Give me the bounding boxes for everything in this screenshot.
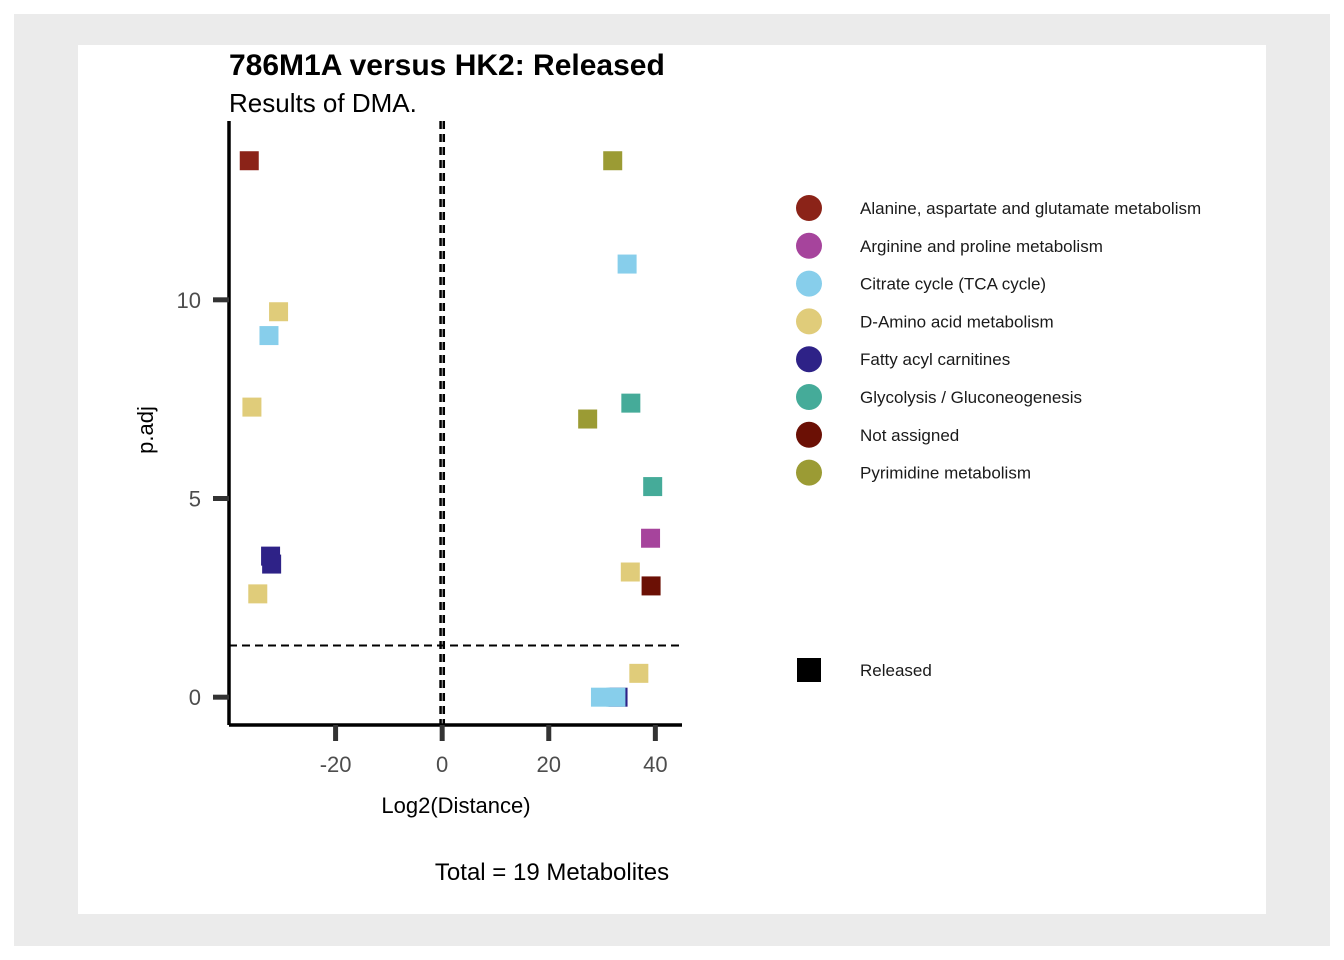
legend-color-key <box>796 346 822 373</box>
legend-label: Fatty acyl carnitines <box>860 350 1010 369</box>
data-point <box>629 663 649 683</box>
threshold-lines <box>229 121 682 725</box>
legend-label: Not assigned <box>860 426 959 445</box>
data-point <box>262 554 282 574</box>
scatter-chart: 786M1A versus HK2: Released Results of D… <box>133 49 1201 886</box>
legend-color-key <box>796 308 822 335</box>
chart-subtitle: Results of DMA. <box>229 88 417 118</box>
data-point <box>617 254 637 274</box>
data-point <box>603 151 623 171</box>
plot-panel: 786M1A versus HK2: Released Results of D… <box>78 45 1266 914</box>
x-tick-label: 20 <box>537 752 561 777</box>
y-axis-title: p.adj <box>133 406 158 454</box>
data-point <box>643 477 663 497</box>
data-point <box>641 576 661 596</box>
data-point <box>641 528 661 548</box>
legend-color-key <box>796 270 822 297</box>
legend-label: Alanine, aspartate and glutamate metabol… <box>860 199 1201 218</box>
legend-label: Glycolysis / Gluconeogenesis <box>860 388 1082 407</box>
chart-title: 786M1A versus HK2: Released <box>229 49 665 82</box>
legend-color-key <box>796 421 822 448</box>
x-axis-title: Log2(Distance) <box>381 793 530 818</box>
data-point <box>606 687 626 707</box>
y-tick-label: 5 <box>189 487 201 512</box>
data-point <box>248 584 268 604</box>
legend: Alanine, aspartate and glutamate metabol… <box>796 195 1201 682</box>
legend-color-key <box>796 195 822 221</box>
chart-caption: Total = 19 Metabolites <box>435 859 669 886</box>
x-tick-label: 40 <box>643 752 667 777</box>
legend-shape-label: Released <box>860 661 932 680</box>
x-tick-label: 0 <box>436 752 448 777</box>
data-point <box>239 151 259 171</box>
legend-shape-key <box>797 658 821 682</box>
data-point <box>269 302 289 322</box>
axes: -20 0 20 40 0 5 10 <box>177 121 682 777</box>
data-point <box>590 687 610 707</box>
y-tick-label: 10 <box>177 288 201 313</box>
data-point <box>259 326 279 346</box>
data-point <box>620 562 640 582</box>
legend-label: Citrate cycle (TCA cycle) <box>860 275 1046 294</box>
data-point <box>242 397 262 417</box>
legend-color-key <box>796 232 822 259</box>
data-points <box>239 151 663 707</box>
legend-color-key <box>796 459 822 486</box>
legend-label: D-Amino acid metabolism <box>860 312 1054 331</box>
legend-color-key <box>796 384 822 410</box>
legend-label: Arginine and proline metabolism <box>860 237 1103 256</box>
data-point <box>578 409 598 429</box>
legend-label: Pyrimidine metabolism <box>860 464 1031 483</box>
y-tick-label: 0 <box>189 685 201 710</box>
data-point <box>621 393 641 413</box>
x-tick-label: -20 <box>320 752 352 777</box>
